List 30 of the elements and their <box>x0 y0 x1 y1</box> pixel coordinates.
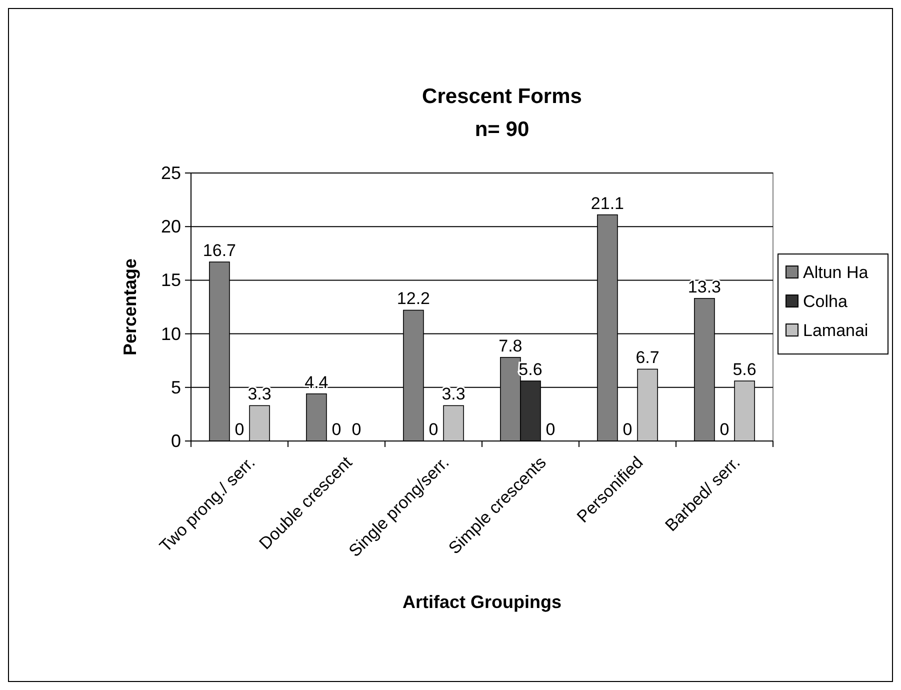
data-label: 12.2 <box>396 289 430 308</box>
data-label: 0 <box>622 420 632 439</box>
data-label: 0 <box>720 420 730 439</box>
chart-title: Crescent Forms <box>422 85 582 108</box>
data-label: 16.7 <box>202 240 236 260</box>
data-label: 6.7 <box>636 348 660 368</box>
legend-label: Colha <box>803 292 848 311</box>
y-tick-label: 15 <box>160 270 181 290</box>
data-label: 0 <box>234 420 244 439</box>
y-tick-label: 0 <box>170 431 181 451</box>
data-label: 3.3 <box>442 384 466 404</box>
legend-label: Altun Ha <box>803 263 869 282</box>
data-label: 7.8 <box>498 336 522 356</box>
data-label: 5.6 <box>732 360 756 379</box>
data-label: 0 <box>352 420 362 439</box>
data-label: 13.3 <box>688 277 721 296</box>
data-label: 0 <box>428 420 438 439</box>
data-label: 3.3 <box>248 384 272 404</box>
legend-label: Lamanai <box>803 321 868 340</box>
data-label: 4.4 <box>304 372 328 392</box>
y-tick-label: 20 <box>160 216 181 237</box>
x-axis-title: Artifact Groupings <box>402 592 562 612</box>
y-tick-label: 10 <box>160 324 181 344</box>
chart-subtitle: n= 90 <box>474 118 530 141</box>
y-tick-label: 5 <box>170 377 181 398</box>
data-label: 21.1 <box>590 194 624 213</box>
data-label: 0 <box>332 420 342 439</box>
y-tick-label: 25 <box>160 163 181 183</box>
y-axis-title: Percentage <box>120 258 140 356</box>
data-label: 0 <box>546 420 556 439</box>
